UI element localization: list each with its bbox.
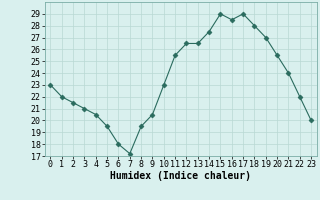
X-axis label: Humidex (Indice chaleur): Humidex (Indice chaleur) (110, 171, 251, 181)
